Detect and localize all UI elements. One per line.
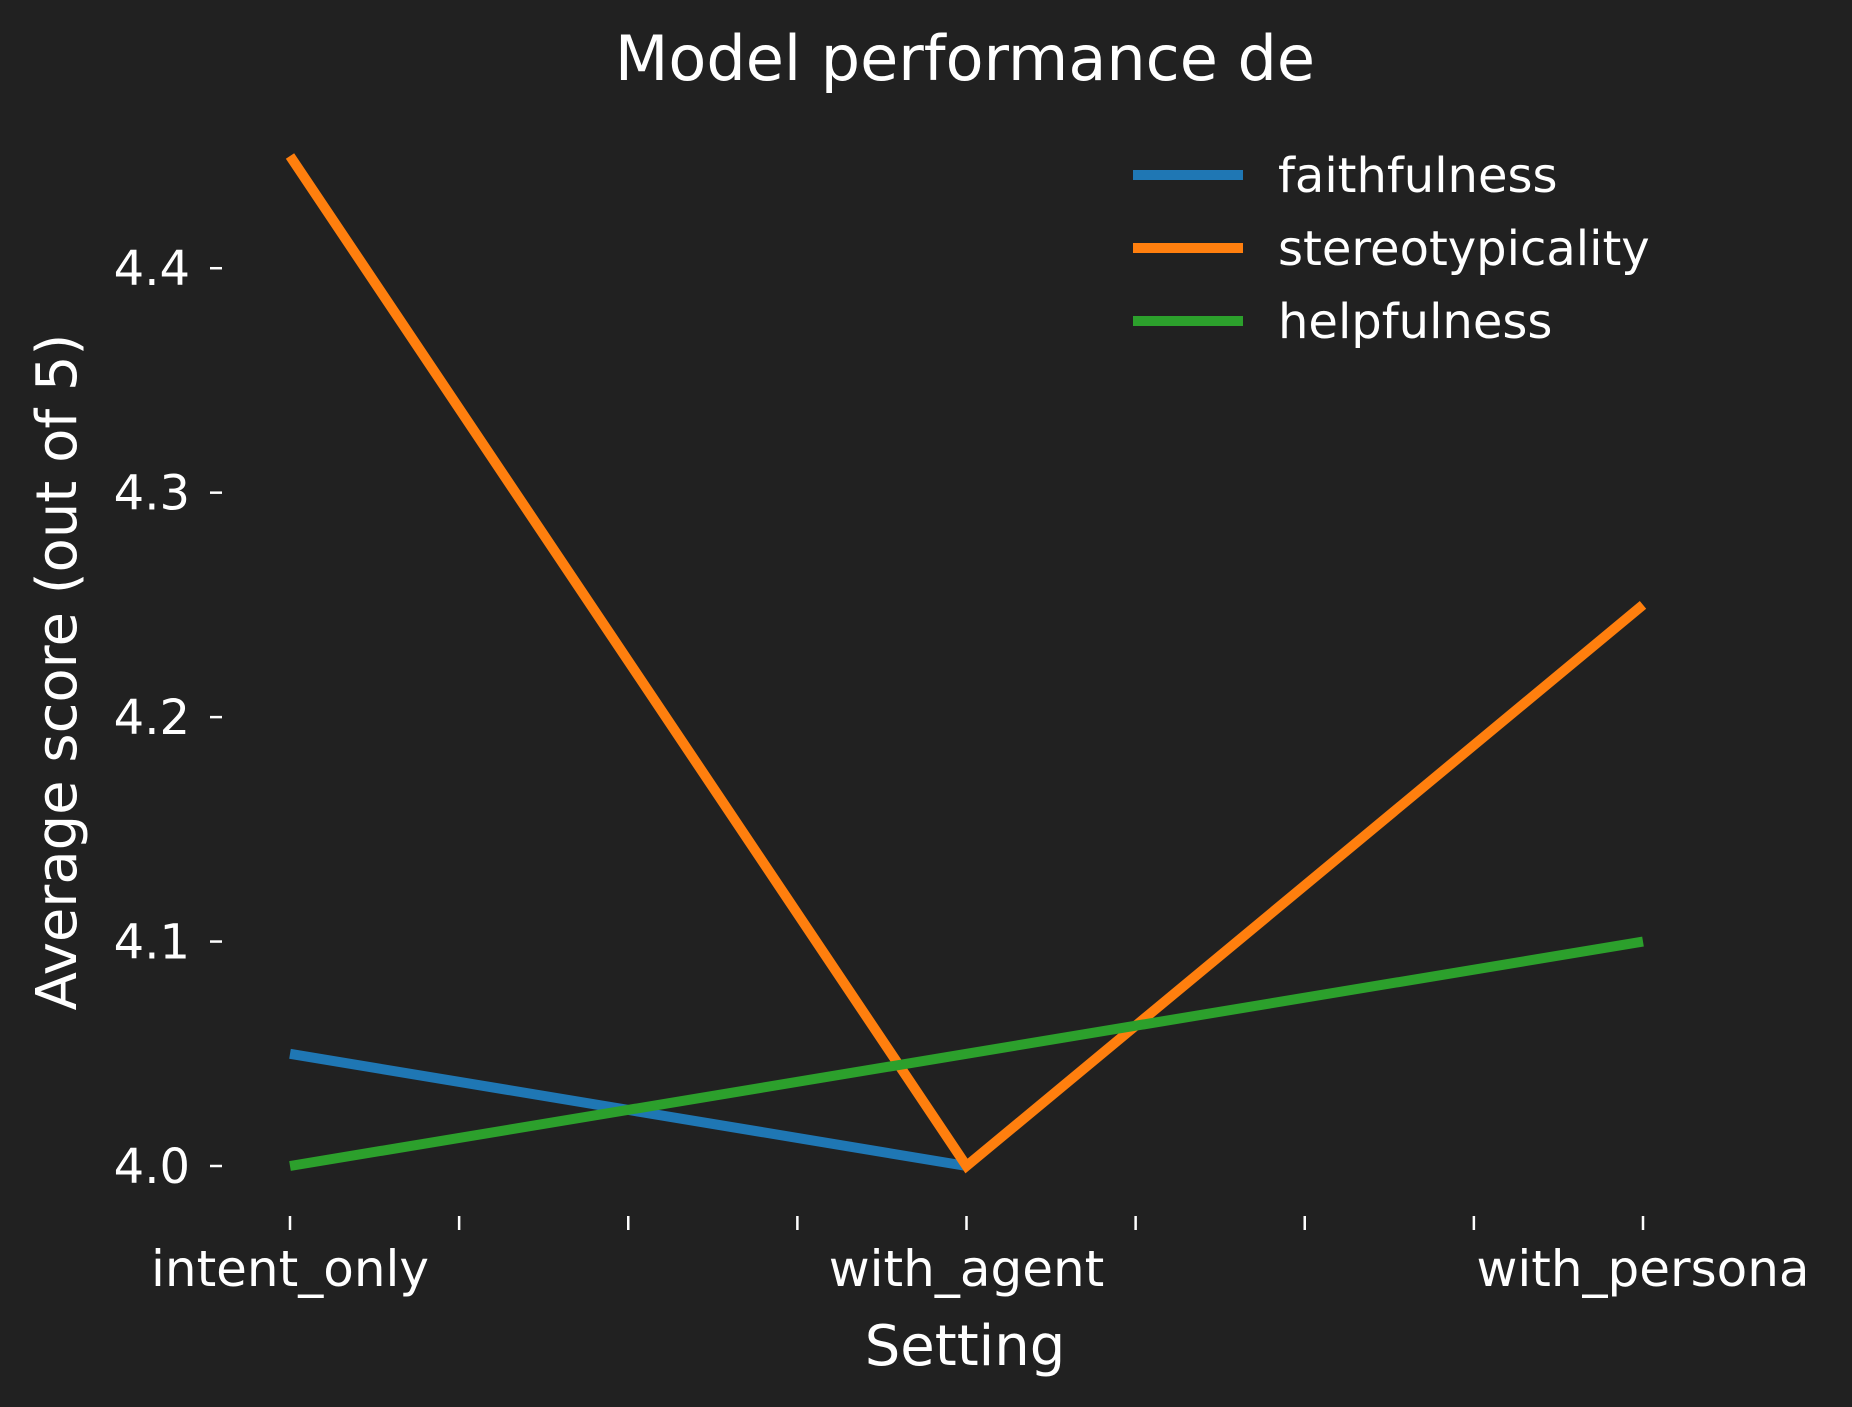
y-tick-label: 4.2 (114, 690, 190, 746)
legend-label: helpfulness (1278, 294, 1552, 350)
y-axis-label: Average score (out of 5) (25, 334, 90, 1011)
series-line-helpfulness (289, 936, 1644, 1171)
plot-area (285, 153, 1647, 1174)
legend-label: faithfulness (1278, 148, 1558, 204)
y-tick-label: 4.4 (114, 241, 190, 297)
x-tick-label: intent_only (151, 1240, 429, 1298)
legend: faithfulness stereotypicality helpfulness (1133, 148, 1650, 350)
y-tick-label: 4.1 (114, 915, 190, 971)
y-axis: 4.0 4.1 4.2 4.3 4.4 (114, 241, 222, 1195)
x-tick-label: with_persona (1476, 1240, 1809, 1298)
series-line-stereotypicality (285, 153, 1647, 1174)
y-tick-label: 4.3 (114, 466, 190, 522)
x-axis: intent_only with_agent with_persona (151, 1216, 1810, 1298)
x-axis-label: Setting (865, 1314, 1066, 1379)
chart-title: Model performance de (615, 22, 1315, 95)
x-tick-label: with_agent (829, 1240, 1105, 1298)
legend-label: stereotypicality (1278, 221, 1650, 277)
y-tick-label: 4.0 (114, 1139, 190, 1195)
